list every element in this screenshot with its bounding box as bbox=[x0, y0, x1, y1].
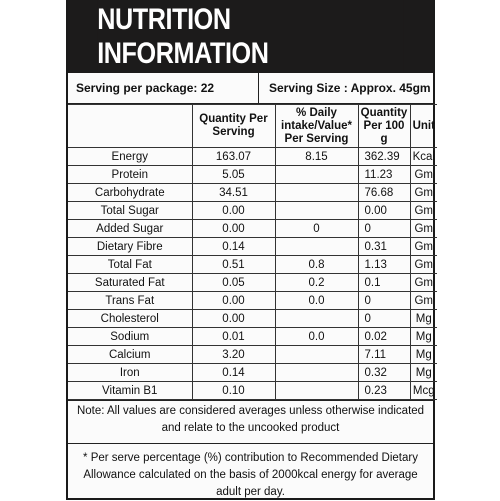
cell-daily-value: 0.0 bbox=[274, 327, 359, 346]
cell-daily-value: 0.8 bbox=[274, 255, 359, 274]
cell-qty-per-100g: 7.11 bbox=[357, 345, 411, 364]
nutrition-table: Quantity Per Serving % Daily intake/Valu… bbox=[68, 104, 437, 400]
cell-qty-per-100g: 0.32 bbox=[357, 363, 411, 382]
header-nutrient bbox=[68, 104, 193, 148]
table-row: Sodium 0.01 0.0 0.02 Mg bbox=[68, 327, 437, 346]
serving-info-row: Serving per package: 22 Serving Size : A… bbox=[68, 73, 433, 104]
table-row: Total Sugar 0.00 0.00 Gm bbox=[68, 201, 437, 220]
table-row: Cholesterol 0.00 0 Mg bbox=[68, 309, 437, 328]
cell-unit: Mg bbox=[409, 309, 437, 328]
cell-unit: Mg bbox=[409, 363, 437, 382]
table-header-row: Quantity Per Serving % Daily intake/Valu… bbox=[68, 104, 437, 148]
cell-nutrient: Cholesterol bbox=[68, 309, 193, 328]
cell-daily-value bbox=[274, 183, 359, 202]
table-row: Total Fat 0.51 0.8 1.13 Gm bbox=[68, 255, 437, 274]
cell-qty-per-serving: 0.14 bbox=[191, 363, 276, 382]
cell-daily-value: 8.15 bbox=[274, 147, 359, 166]
cell-nutrient: Carbohydrate bbox=[68, 183, 193, 202]
cell-nutrient: Calcium bbox=[68, 345, 193, 364]
cell-nutrient: Vitamin B1 bbox=[68, 381, 193, 400]
nutrition-panel: NUTRITION INFORMATION Serving per packag… bbox=[66, 0, 437, 500]
cell-qty-per-100g: 0.02 bbox=[357, 327, 411, 346]
header-qty-per-100g: Quantity Per 100 g bbox=[357, 104, 411, 148]
cell-daily-value: 0 bbox=[274, 219, 359, 238]
footer-text: * Per serve percentage (%) contribution … bbox=[83, 452, 418, 498]
cell-qty-per-serving: 0.51 bbox=[191, 255, 276, 274]
cell-unit: Gm bbox=[409, 273, 437, 292]
cell-qty-per-serving: 0.00 bbox=[191, 219, 276, 238]
table-row: Dietary Fibre 0.14 0.31 Gm bbox=[68, 237, 437, 256]
table-row: Trans Fat 0.00 0.0 0 Gm bbox=[68, 291, 437, 310]
cell-qty-per-serving: 5.05 bbox=[191, 165, 276, 184]
cell-daily-value: 0.0 bbox=[274, 291, 359, 310]
panel-title: NUTRITION INFORMATION bbox=[97, 0, 404, 73]
cell-daily-value bbox=[274, 381, 359, 400]
cell-qty-per-serving: 0.00 bbox=[191, 309, 276, 328]
cell-qty-per-serving: 0.05 bbox=[191, 273, 276, 292]
cell-daily-value bbox=[274, 237, 359, 256]
cell-qty-per-100g: 0 bbox=[357, 219, 411, 238]
header-qty-per-serving: Quantity Per Serving bbox=[191, 104, 276, 148]
cell-daily-value bbox=[274, 363, 359, 382]
cell-unit: Gm bbox=[409, 183, 437, 202]
cell-unit: Mg bbox=[409, 327, 437, 346]
table-row: Added Sugar 0.00 0 0 Gm bbox=[68, 219, 437, 238]
cell-daily-value bbox=[274, 165, 359, 184]
cell-unit: Gm bbox=[409, 165, 437, 184]
table-row: Vitamin B1 0.10 0.23 Mcg bbox=[68, 381, 437, 400]
cell-qty-per-100g: 0 bbox=[357, 309, 411, 328]
table-row: Carbohydrate 34.51 76.68 Gm bbox=[68, 183, 437, 202]
cell-nutrient: Total Fat bbox=[68, 255, 193, 274]
cell-nutrient: Iron bbox=[68, 363, 193, 382]
cell-qty-per-100g: 362.39 bbox=[357, 147, 411, 166]
cell-nutrient: Saturated Fat bbox=[68, 273, 193, 292]
cell-unit: Gm bbox=[409, 291, 437, 310]
cell-qty-per-100g: 0.23 bbox=[357, 381, 411, 400]
cell-unit: Gm bbox=[409, 219, 437, 238]
cell-unit: Gm bbox=[409, 237, 437, 256]
cell-nutrient: Added Sugar bbox=[68, 219, 193, 238]
serving-size: Serving Size : Approx. 45gm bbox=[269, 81, 431, 95]
cell-qty-per-serving: 0.01 bbox=[191, 327, 276, 346]
cell-qty-per-100g: 76.68 bbox=[357, 183, 411, 202]
cell-qty-per-serving: 0.14 bbox=[191, 237, 276, 256]
title-bar: NUTRITION INFORMATION bbox=[68, 0, 433, 73]
cell-qty-per-100g: 0 bbox=[357, 291, 411, 310]
cell-unit: Mg bbox=[409, 345, 437, 364]
cell-nutrient: Sodium bbox=[68, 327, 193, 346]
cell-daily-value bbox=[274, 345, 359, 364]
cell-nutrient: Trans Fat bbox=[68, 291, 193, 310]
table-row: Energy 163.07 8.15 362.39 Kcal bbox=[68, 147, 437, 166]
table-row: Protein 5.05 11.23 Gm bbox=[68, 165, 437, 184]
note-text: Note: All values are considered averages… bbox=[68, 400, 433, 444]
header-daily-value: % Daily intake/Value* Per Serving bbox=[274, 104, 359, 148]
cell-qty-per-serving: 34.51 bbox=[191, 183, 276, 202]
header-unit: Unit bbox=[409, 104, 437, 148]
cell-nutrient: Energy bbox=[68, 147, 193, 166]
cell-daily-value bbox=[274, 201, 359, 220]
table-row: Saturated Fat 0.05 0.2 0.1 Gm bbox=[68, 273, 437, 292]
cell-qty-per-100g: 0.00 bbox=[357, 201, 411, 220]
cell-unit: Gm bbox=[409, 201, 437, 220]
cell-nutrient: Protein bbox=[68, 165, 193, 184]
cell-qty-per-serving: 0.00 bbox=[191, 291, 276, 310]
cell-qty-per-100g: 0.1 bbox=[357, 273, 411, 292]
cell-unit: Kcal bbox=[409, 147, 437, 166]
table-row: Iron 0.14 0.32 Mg bbox=[68, 363, 437, 382]
table-row: Calcium 3.20 7.11 Mg bbox=[68, 345, 437, 364]
cell-qty-per-serving: 3.20 bbox=[191, 345, 276, 364]
cell-nutrient: Dietary Fibre bbox=[68, 237, 193, 256]
cell-unit: Mcg bbox=[409, 381, 437, 400]
cell-qty-per-100g: 0.31 bbox=[357, 237, 411, 256]
serving-per-package: Serving per package: 22 bbox=[68, 73, 259, 103]
cell-nutrient: Total Sugar bbox=[68, 201, 193, 220]
cell-daily-value: 0.2 bbox=[274, 273, 359, 292]
cell-qty-per-serving: 0.10 bbox=[191, 381, 276, 400]
cell-daily-value bbox=[274, 309, 359, 328]
cell-qty-per-100g: 1.13 bbox=[357, 255, 411, 274]
cell-qty-per-serving: 163.07 bbox=[191, 147, 276, 166]
cell-unit: Gm bbox=[409, 255, 437, 274]
cell-qty-per-100g: 11.23 bbox=[357, 165, 411, 184]
cell-qty-per-serving: 0.00 bbox=[191, 201, 276, 220]
